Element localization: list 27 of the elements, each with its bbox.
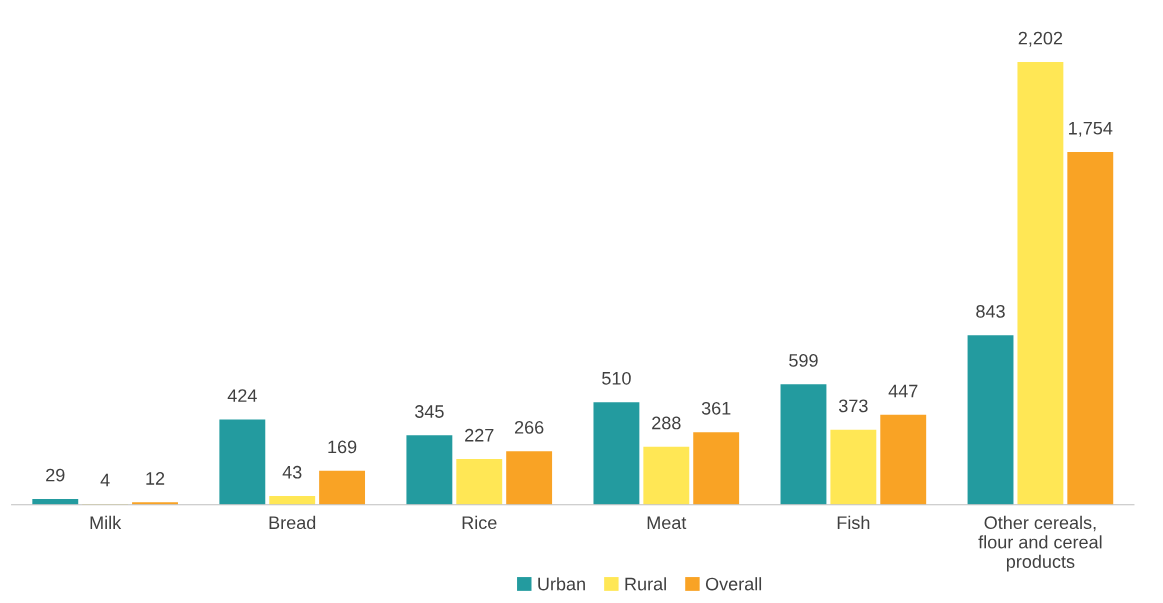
data-label: 227 <box>465 428 494 442</box>
data-label: 29 <box>46 468 65 482</box>
data-label: 12 <box>146 472 165 485</box>
data-label: 1,754 <box>1069 122 1113 137</box>
data-label: 424 <box>227 389 257 402</box>
data-label: 361 <box>701 401 731 415</box>
data-label: 266 <box>514 420 544 434</box>
legend-label: Urban <box>538 577 585 591</box>
x-tick-label: Milk <box>90 515 122 529</box>
x-tick-label: Meat <box>647 516 687 530</box>
data-label: 447 <box>888 384 918 398</box>
data-label: 288 <box>652 416 681 430</box>
data-label: 2,202 <box>1018 31 1063 47</box>
x-tick-label: Fish <box>837 515 870 530</box>
data-label: 510 <box>602 371 631 385</box>
x-tick-label: Rice <box>462 515 497 530</box>
x-tick-label: Other cereals, flour and cereal products <box>978 515 1102 572</box>
x-tick-label: Bread <box>269 515 316 530</box>
data-label: 4 <box>100 473 110 487</box>
data-label: 373 <box>838 399 868 413</box>
data-label: 43 <box>282 465 302 479</box>
data-label: 599 <box>789 354 818 367</box>
data-label: 843 <box>976 304 1005 318</box>
data-label: 345 <box>415 405 444 418</box>
legend-label: Overall <box>705 577 762 591</box>
data-label: 169 <box>328 440 357 454</box>
legend-label: Rural <box>625 577 666 591</box>
